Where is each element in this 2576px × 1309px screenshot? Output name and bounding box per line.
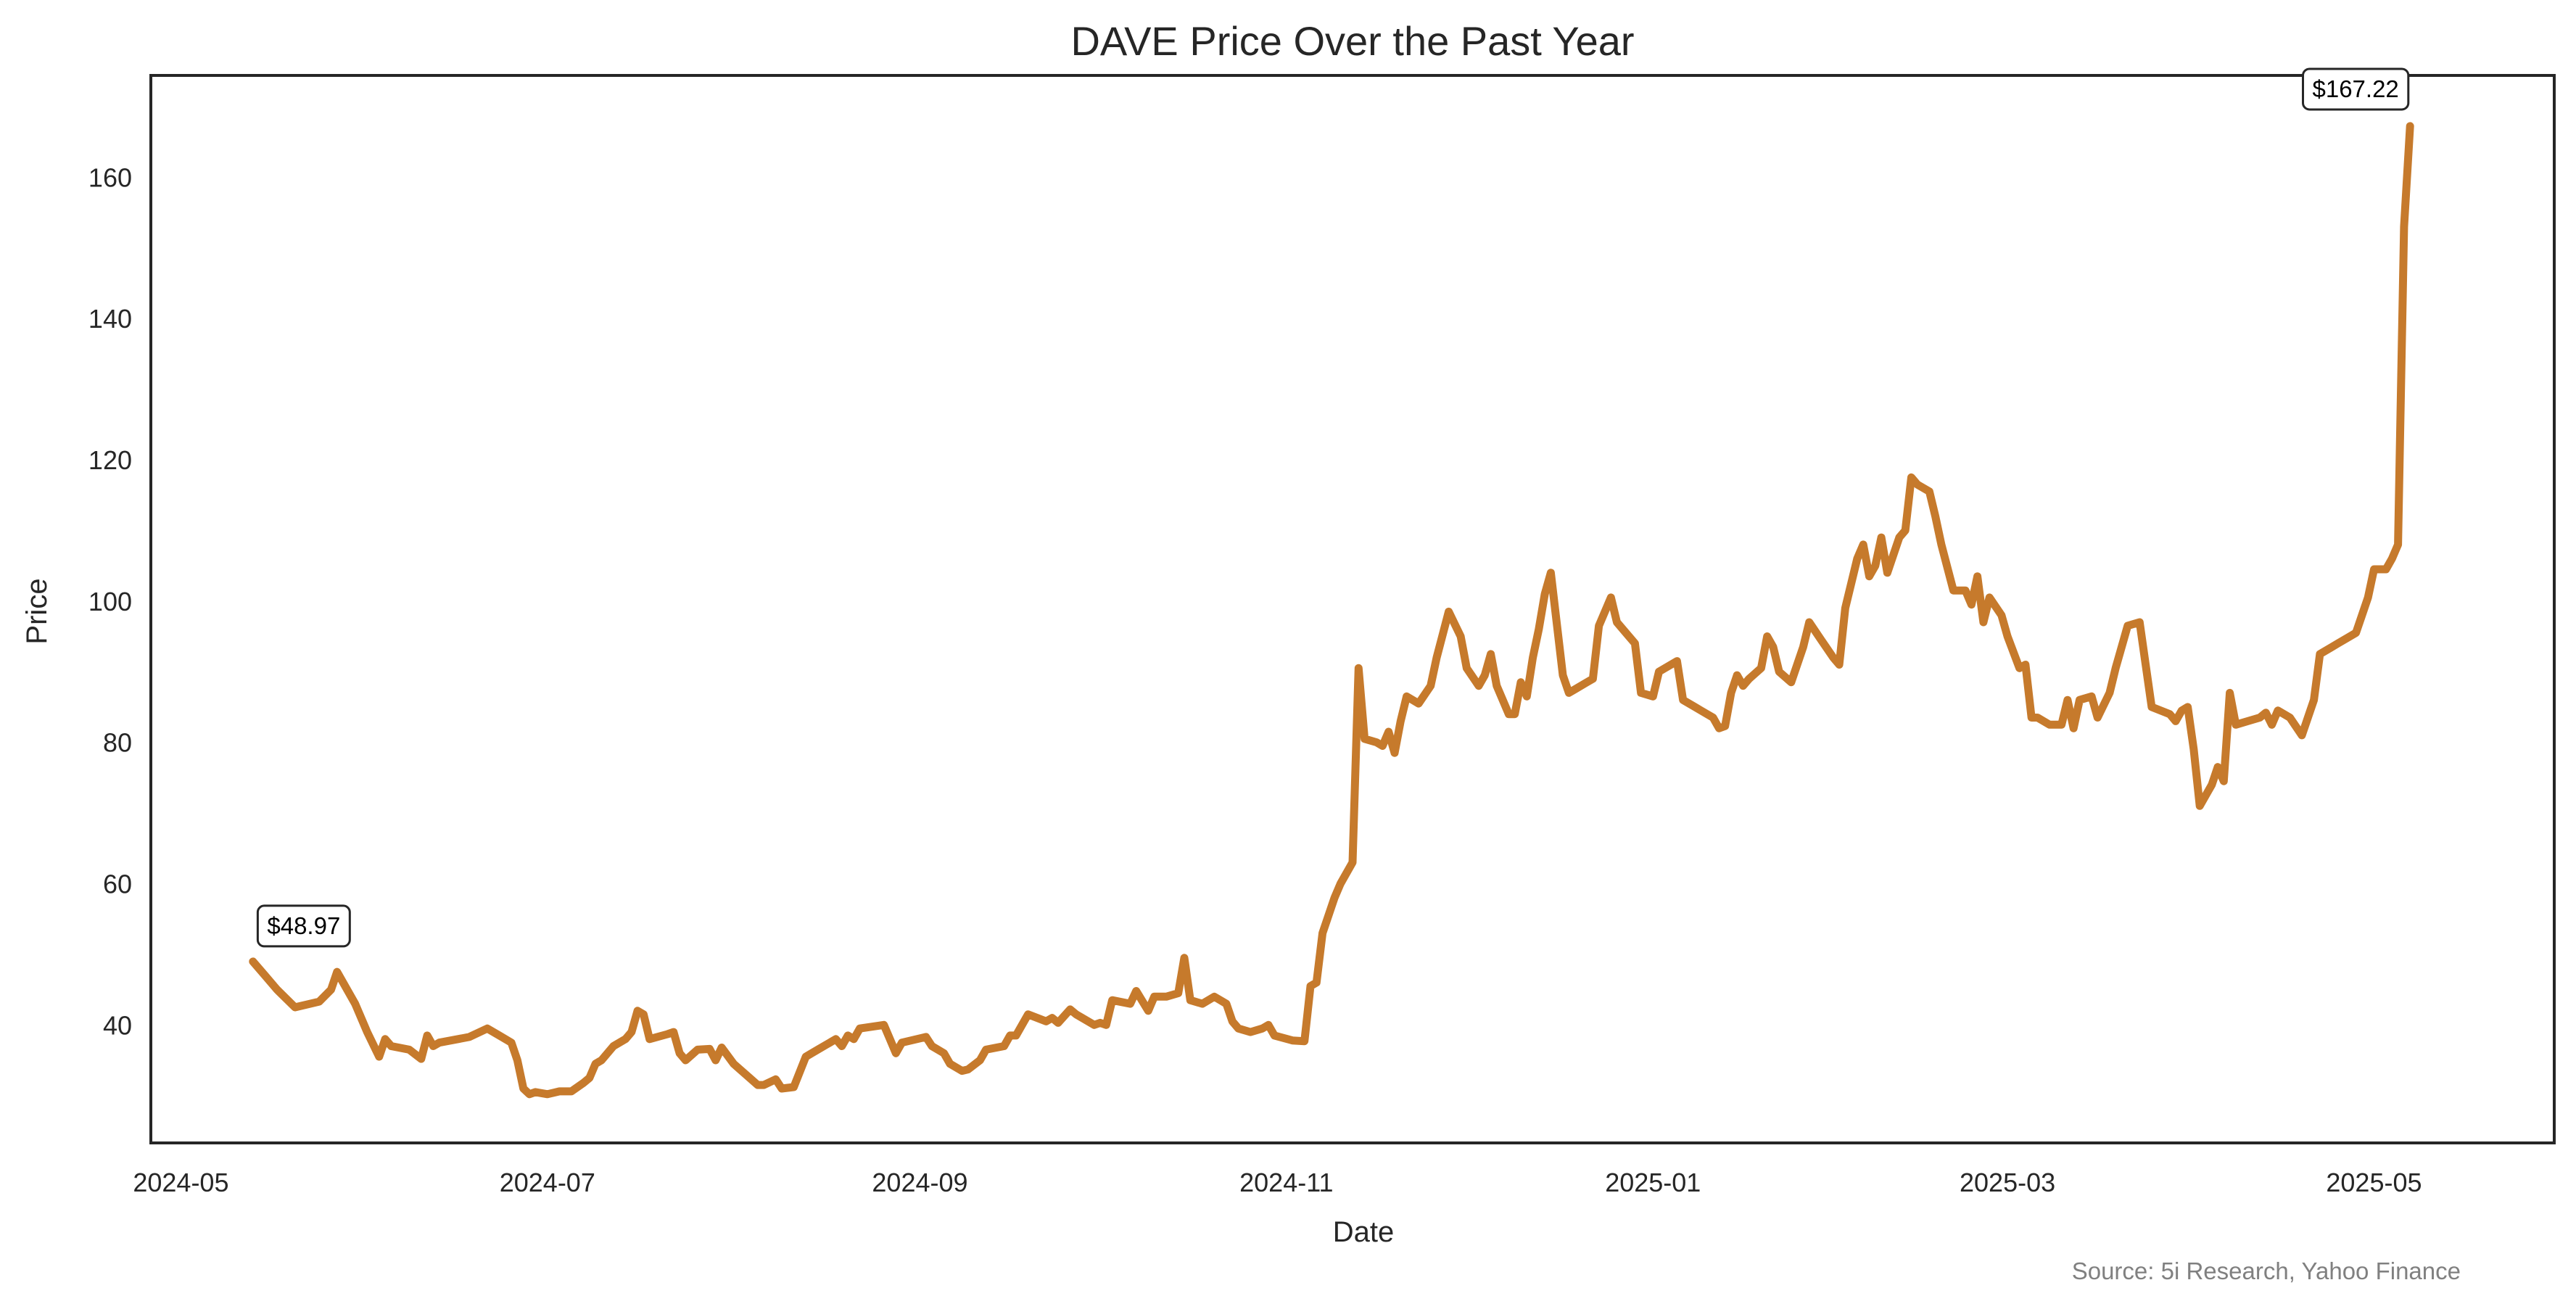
annotation-label: $48.97 bbox=[267, 912, 340, 939]
y-axis-label: Price bbox=[21, 578, 53, 644]
x-tick-label: 2024-09 bbox=[872, 1168, 967, 1197]
price-line bbox=[249, 122, 2414, 1099]
y-tick-label: 140 bbox=[88, 304, 132, 334]
x-axis-label: Date bbox=[1333, 1216, 1395, 1248]
y-tick-label: 40 bbox=[103, 1010, 132, 1040]
chart-title: DAVE Price Over the Past Year bbox=[1070, 18, 1634, 64]
value-annotation: $48.97 bbox=[256, 904, 351, 948]
x-tick-label: 2025-03 bbox=[1960, 1168, 2055, 1197]
plot-frame bbox=[149, 74, 2556, 1144]
x-tick-label: 2024-07 bbox=[500, 1168, 595, 1197]
y-tick-label: 160 bbox=[88, 162, 132, 192]
axis-ticks: 2024-05 2024-07 2024-09 2024-11 2025-01 2025-… bbox=[88, 162, 2422, 1197]
source-note: Source: 5i Research, Yahoo Finance bbox=[2072, 1258, 2461, 1284]
x-tick-label: 2025-05 bbox=[2326, 1168, 2422, 1197]
x-tick-label: 2025-01 bbox=[1605, 1168, 1701, 1197]
y-tick-label: 60 bbox=[103, 869, 132, 899]
annotation-label: $167.22 bbox=[2313, 75, 2399, 102]
annotation-box bbox=[256, 904, 351, 948]
x-tick-label: 2024-05 bbox=[133, 1168, 228, 1197]
y-tick-label: 80 bbox=[103, 728, 132, 758]
annotation-box bbox=[2302, 67, 2410, 111]
y-tick-label: 120 bbox=[88, 445, 132, 475]
x-tick-label: 2024-11 bbox=[1239, 1168, 1333, 1197]
y-tick-label: 100 bbox=[88, 587, 132, 616]
annotations: $48.97 $167.22 bbox=[256, 67, 2410, 948]
value-annotation: $167.22 bbox=[2302, 67, 2410, 111]
